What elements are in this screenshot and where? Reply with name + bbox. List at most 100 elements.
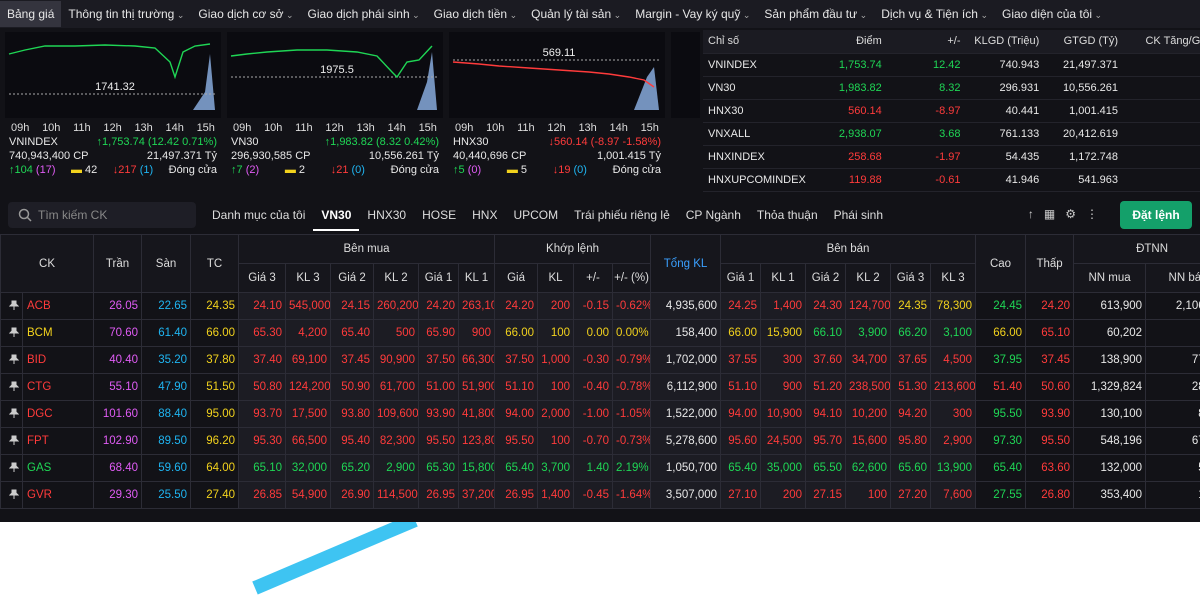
stock-cell: 1,050,700	[650, 454, 722, 482]
nav-item[interactable]: Thông tin thị trường	[61, 7, 191, 21]
stock-cell: 51.10	[720, 373, 762, 401]
reference-label: 1741.32	[95, 81, 135, 93]
stock-cell: 65.40	[494, 454, 539, 482]
stock-cell: 26.95	[418, 481, 460, 509]
stock-cell: 55.10	[93, 373, 143, 401]
stock-cell: 93.70	[238, 400, 287, 428]
mini-chart	[671, 32, 700, 118]
index-row[interactable]: HNXINDEX 258.68 -1.97 54.435 1,172.748	[703, 145, 1200, 169]
unchanged: ▬ 5	[507, 164, 527, 176]
nav-item[interactable]: Giao diện của tôi	[995, 7, 1109, 21]
index-cell: 761.133	[965, 122, 1045, 146]
pin[interactable]	[8, 300, 20, 310]
nav-item[interactable]: Bảng giá	[0, 1, 62, 27]
board-tab[interactable]: Danh mục của tôi	[212, 208, 306, 222]
stock-cell: 2,000	[537, 400, 575, 428]
pin-icon	[0, 481, 23, 509]
stock-cell: 27.20	[890, 481, 932, 509]
index-cell: -8.97	[886, 99, 966, 123]
stock-cell: 59.60	[141, 454, 192, 482]
group-header: Bên mua	[238, 234, 496, 264]
board-tab[interactable]: HOSE	[422, 208, 457, 222]
pin[interactable]	[8, 462, 20, 472]
stock-cell: 114,500	[373, 481, 420, 509]
stock-cell: 900	[760, 373, 807, 401]
index-row[interactable]: HNXUPCOMINDEX 119.88 -0.61 41.946 541.963	[703, 168, 1200, 192]
nav-item[interactable]: Giao dịch cơ sở	[191, 7, 300, 21]
search-box[interactable]: Tìm kiếm CK	[8, 202, 196, 228]
stock-row[interactable]: FPT 102.90 89.50 96.20 95.30 66,500 95.40 82,30…	[0, 427, 1200, 455]
index-header: KLGD (Triệu)	[965, 30, 1045, 54]
stock-cell: 32,000	[285, 454, 332, 482]
pin[interactable]	[8, 435, 20, 445]
index-row[interactable]: VN30 1,983.82 8.32 296.931 10,556.261	[703, 76, 1200, 100]
hour-label: 12h	[547, 122, 566, 134]
pin[interactable]	[8, 354, 20, 364]
board-tab[interactable]: Phái sinh	[833, 208, 883, 222]
stock-cell: 66.00	[975, 319, 1027, 347]
stock-cell: 95.00	[190, 400, 240, 428]
index-cell: HNX30	[703, 99, 808, 123]
stock-cell: 40.40	[93, 346, 143, 374]
pin-icon	[0, 346, 23, 374]
stock-cell: 613,900	[1073, 292, 1147, 320]
stock-row[interactable]: GAS 68.40 59.60 64.00 65.10 32,000 65.20 2,900 6…	[0, 454, 1200, 482]
index-table: Chỉ số Điểm +/- KLGD (Triệu) GTGD (Tỷ) CK Tăn…	[703, 30, 1200, 192]
board-tab[interactable]: Trái phiếu riêng lẻ	[574, 208, 670, 222]
index-row[interactable]: VNINDEX 1,753.74 12.42 740.943 21,497.371	[703, 53, 1200, 77]
stock-cell: 37.40	[238, 346, 287, 374]
board-tab[interactable]: UPCOM	[513, 208, 559, 222]
group-header: Khớp lệnh	[494, 234, 652, 264]
unchanged: ▬ 2	[285, 164, 305, 176]
stock-cell: 35,000	[760, 454, 807, 482]
index-row[interactable]: HNX30 560.14 -8.97 40.441 1,001.415	[703, 99, 1200, 123]
sub-header: KL	[537, 263, 575, 293]
board-tab[interactable]: CP Ngành	[685, 208, 741, 222]
pin[interactable]	[8, 327, 20, 337]
index-line	[230, 45, 433, 79]
stock-cell: -1.00	[573, 400, 614, 428]
pin[interactable]	[8, 408, 20, 418]
nav-item[interactable]: Margin - Vay ký quỹ	[628, 7, 757, 21]
stock-row[interactable]: BCM 70.60 61.40 66.00 65.30 4,200 65.40 500 65.9…	[0, 319, 1200, 347]
stock-cell: 26.85	[238, 481, 287, 509]
price-table: CK Trần Sàn TC Bên mua Khớp lệnh Tổng KL Bên bá…	[0, 234, 1200, 522]
order-button[interactable]: Đặt lệnh	[1120, 201, 1192, 229]
stock-row[interactable]: DGC 101.60 88.40 95.00 93.70 17,500 93.80 109,6…	[0, 400, 1200, 428]
index-row[interactable]: VNXALL 2,938.07 3.68 761.133 20,412.619	[703, 122, 1200, 146]
pin[interactable]	[8, 381, 20, 391]
nav-item[interactable]: Sản phẩm đầu tư	[757, 7, 874, 21]
stock-cell: 670,94	[1145, 427, 1200, 455]
index-name: VN30	[231, 136, 259, 148]
stock-row[interactable]: BID 40.40 35.20 37.80 37.40 69,100 37.45 90,900…	[0, 346, 1200, 374]
board-tab[interactable]: HNX30	[367, 208, 407, 222]
stock-row[interactable]: CTG 55.10 47.90 51.50 50.80 124,200 50.90 61,70…	[0, 373, 1200, 401]
stock-cell: 102.90	[93, 427, 143, 455]
pin[interactable]	[8, 489, 20, 499]
nav-item[interactable]: Quản lý tài sản	[524, 7, 628, 21]
stock-cell: 37.50	[494, 346, 539, 374]
nav-item[interactable]: Giao dịch tiền	[427, 7, 524, 21]
stock-cell: 37.60	[805, 346, 847, 374]
stock-cell: 500	[373, 319, 420, 347]
stock-cell: 69,100	[285, 346, 332, 374]
board-tab[interactable]: VN30	[313, 208, 360, 231]
stock-row[interactable]: GVR 29.30 25.50 27.40 26.85 54,900 26.90 114,50…	[0, 481, 1200, 509]
group-header: Bên bán	[720, 234, 977, 264]
board-tab[interactable]: HNX	[472, 208, 498, 222]
nav-item[interactable]: Giao dịch phái sinh	[301, 7, 427, 21]
stock-cell: 62,600	[845, 454, 892, 482]
board-tab[interactable]: Thỏa thuận	[756, 208, 818, 222]
stock-row[interactable]: ACB 26.05 22.65 24.35 24.10 545,000 24.15 260,2…	[0, 292, 1200, 320]
index-cell: VNINDEX	[703, 53, 808, 77]
stock-cell: 15,800	[458, 454, 496, 482]
stock-cell: 260,200	[373, 292, 420, 320]
stock-cell: 50.90	[330, 373, 375, 401]
stock-cell: 13,75	[1145, 481, 1200, 509]
index-cell: 40.441	[965, 99, 1045, 123]
nav-item[interactable]: Dịch vụ & Tiện ích	[874, 7, 995, 21]
floor-count: (1)	[139, 164, 154, 176]
toolbar: Tìm kiếm CK Danh mục của tôi VN30 HNX30 HOS…	[0, 198, 1200, 232]
ref-icon: ▬	[284, 164, 299, 176]
info-line: ↑5 (0) ▬ 5 ↓19 (0) Đóng cửa	[449, 164, 665, 176]
